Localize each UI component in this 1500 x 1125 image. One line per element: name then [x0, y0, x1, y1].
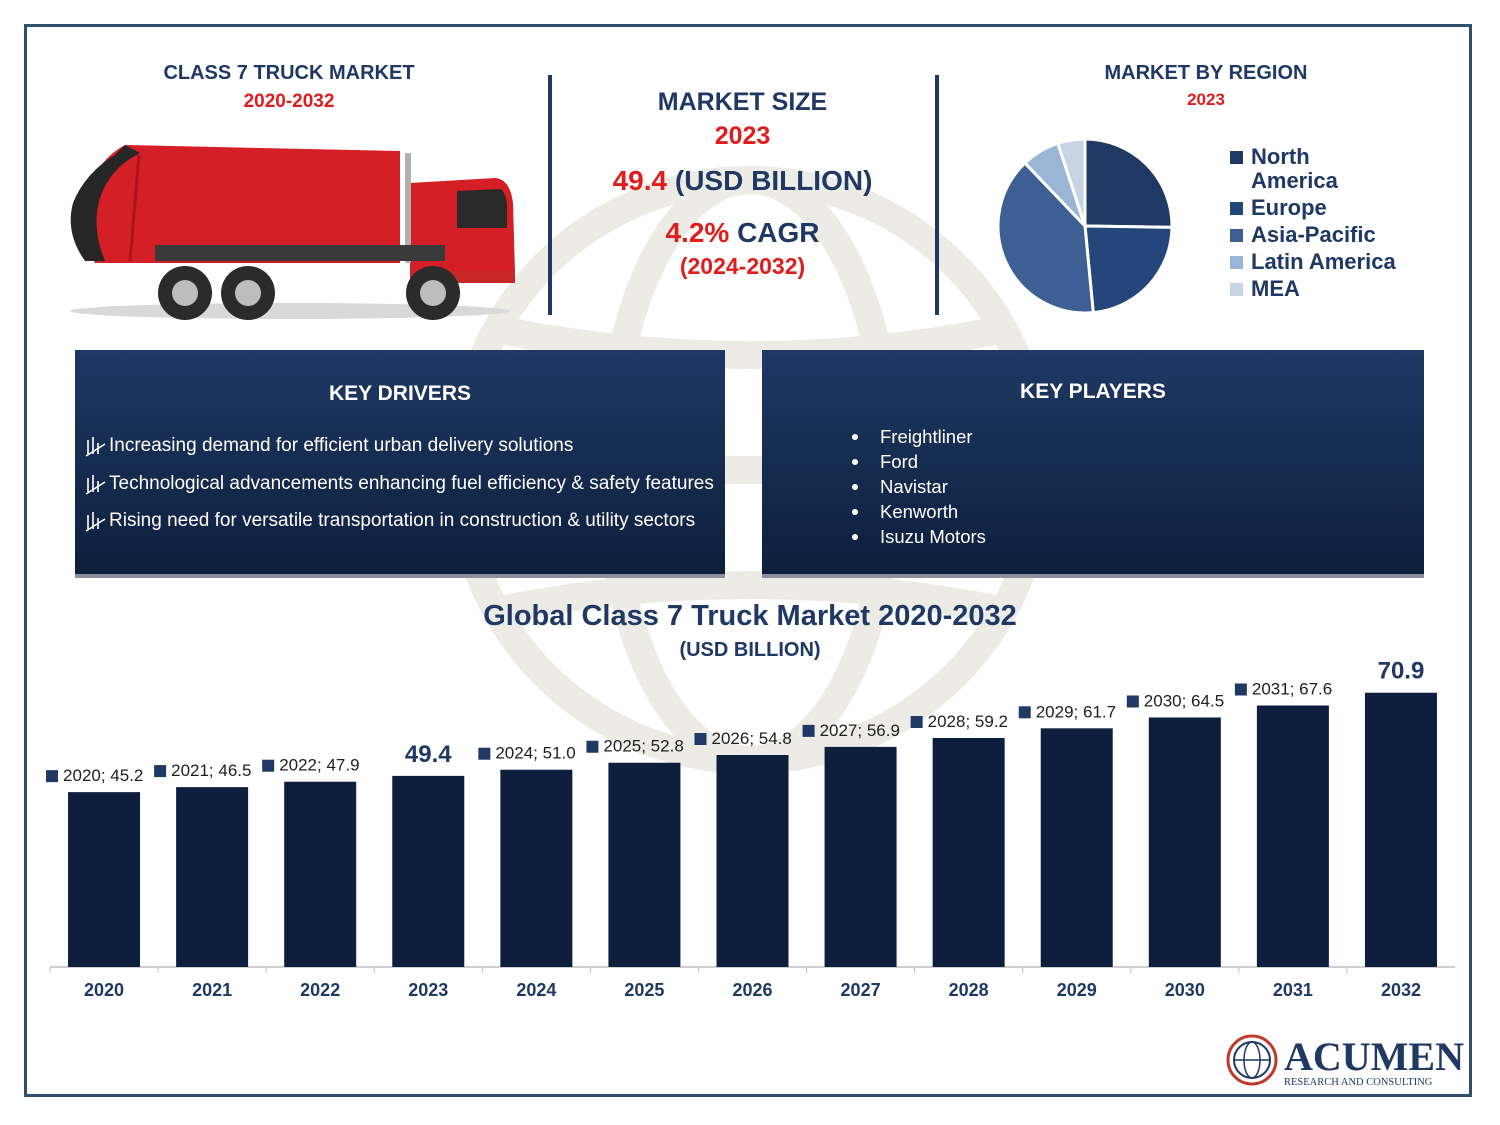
key-players-title: KEY PLAYERS — [1020, 380, 1166, 403]
key-players-card: KEY PLAYERS Freightliner Ford Navistar K… — [762, 350, 1424, 578]
pie-slice-europe — [1083, 224, 1174, 315]
pie-slice-mea — [1055, 137, 1087, 227]
driver-text: Increasing demand for efficient urban de… — [109, 435, 574, 456]
driver-item: Rising need for versatile transportation… — [85, 509, 695, 533]
driver-text: Rising need for versatile transportation… — [109, 510, 696, 531]
bullet-icon — [852, 458, 858, 465]
key-drivers-title: KEY DRIVERS — [329, 382, 471, 405]
region-legend: North America Europe Asia-Pacific Latin Ame… — [1230, 145, 1396, 304]
bullet-icon — [852, 508, 858, 515]
growth-icon — [85, 437, 106, 457]
player-item: Navistar — [852, 474, 986, 499]
bullet-icon — [852, 533, 858, 540]
pie-slice-north-america — [1083, 137, 1174, 229]
player-name: Kenworth — [880, 500, 959, 522]
chart-subtitle: (USD BILLION) — [679, 639, 821, 661]
bullet-icon — [852, 483, 858, 490]
bullet-icon — [852, 433, 858, 440]
region-title: MARKET BY REGION — [1104, 62, 1308, 84]
brand-tagline: RESEARCH AND CONSULTING — [1284, 1077, 1433, 1088]
legend-swatch — [1230, 151, 1243, 164]
truck-wheels — [158, 266, 460, 320]
market-size-block: MARKET SIZE 2023 49.4 (USD BILLION) 4.2%… — [590, 88, 895, 280]
legend-item: North America — [1230, 145, 1396, 193]
legend-label: Latin America — [1251, 249, 1396, 274]
player-name: Navistar — [880, 475, 948, 497]
market-size-value: 49.4 (USD BILLION) — [590, 165, 895, 197]
player-item: Kenworth — [852, 499, 986, 524]
market-title: CLASS 7 TRUCK MARKET — [163, 62, 415, 84]
legend-label: North America — [1251, 144, 1338, 193]
growth-icon — [85, 512, 106, 532]
legend-swatch — [1230, 283, 1243, 296]
market-size-number: 49.4 — [612, 165, 668, 196]
market-size-label: MARKET SIZE — [657, 88, 828, 116]
legend-swatch — [1230, 229, 1243, 242]
player-item: Ford — [852, 449, 986, 474]
cagr-label: CAGR — [737, 217, 820, 248]
player-name: Isuzu Motors — [880, 525, 986, 547]
growth-icon — [85, 475, 106, 495]
cagr-value: 4.2% — [665, 217, 730, 248]
driver-item: Technological advancements enhancing fue… — [85, 472, 714, 496]
legend-label: Europe — [1251, 195, 1327, 220]
cagr-period: (2024-2032) — [679, 253, 806, 279]
divider-left — [548, 75, 552, 315]
driver-item: Increasing demand for efficient urban de… — [85, 434, 573, 458]
region-year: 2023 — [1187, 90, 1225, 109]
player-name: Ford — [880, 450, 919, 472]
key-drivers-card: KEY DRIVERS Increasing demand for effici… — [75, 350, 725, 578]
chart-title: Global Class 7 Truck Market 2020-2032 — [483, 600, 1017, 632]
pie-slice-asia-pacific — [996, 160, 1095, 315]
legend-item: Europe — [1230, 196, 1396, 220]
market-title-block: CLASS 7 TRUCK MARKET 2020-2032 — [130, 62, 448, 113]
legend-swatch — [1230, 256, 1243, 269]
cagr: 4.2% CAGR — [590, 217, 895, 249]
legend-swatch — [1230, 202, 1243, 215]
divider-right — [935, 75, 939, 315]
legend-item: MEA — [1230, 277, 1396, 301]
market-size-unit: (USD BILLION) — [674, 165, 873, 196]
legend-label: Asia-Pacific — [1251, 222, 1376, 247]
driver-text: Technological advancements enhancing fue… — [109, 473, 714, 494]
market-years: 2020-2032 — [243, 91, 335, 112]
legend-label: MEA — [1251, 276, 1300, 301]
legend-item: Latin America — [1230, 250, 1396, 274]
region-title-block: MARKET BY REGION 2023 — [1060, 62, 1352, 110]
players-list: Freightliner Ford Navistar Kenworth Isuz… — [852, 424, 986, 549]
infographic-frame — [24, 24, 1472, 1097]
market-size-year: 2023 — [714, 122, 771, 150]
player-item: Freightliner — [852, 424, 986, 449]
region-pie-chart — [996, 137, 1174, 315]
legend-item: Asia-Pacific — [1230, 223, 1396, 247]
player-name: Freightliner — [880, 425, 973, 447]
garbage-truck-illustration — [70, 145, 515, 320]
acumen-logo: ACUMEN RESEARCH AND CONSULTING — [1226, 1034, 1464, 1088]
brand-name: ACUMEN — [1284, 1034, 1464, 1079]
player-item: Isuzu Motors — [852, 524, 986, 549]
